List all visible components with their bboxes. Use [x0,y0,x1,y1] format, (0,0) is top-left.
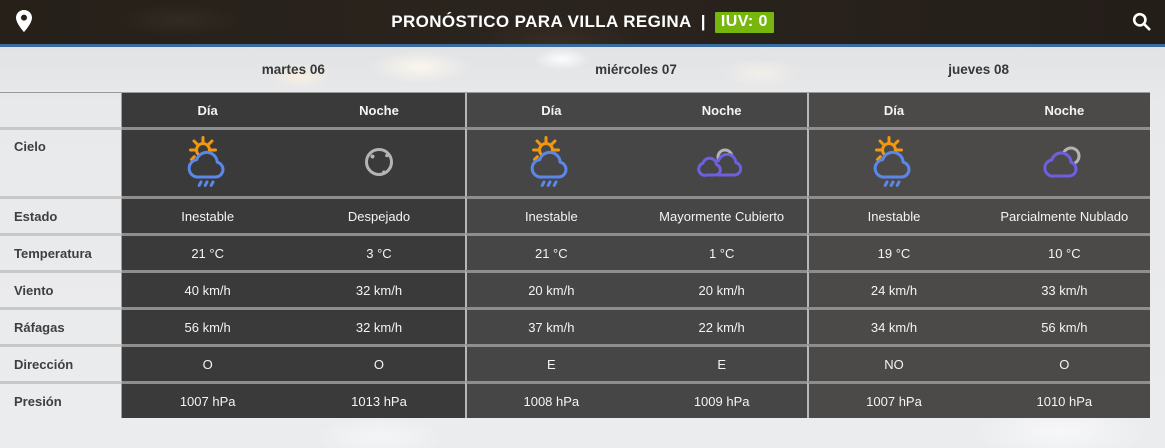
forecast-cell: 3 °C [293,233,465,270]
period-header: Día [122,93,294,127]
forecast-cell: O [293,344,465,381]
forecast-cell: 1013 hPa [293,381,465,418]
forecast-cell: 19 °C [807,233,979,270]
forecast-cell: Inestable [807,196,979,233]
forecast-cell: Mayormente Cubierto [635,196,808,233]
row-label: Estado [0,196,122,233]
forecast-cell: 56 km/h [978,307,1150,344]
row-label: Ráfagas [0,307,122,344]
forecast-cell: 20 km/h [464,270,636,307]
page-title-text: PRONÓSTICO PARA VILLA REGINA [391,12,692,31]
forecast-cell: 21 °C [464,233,636,270]
forecast-cell: Inestable [122,196,294,233]
period-header: Noche [635,93,808,127]
page-title: PRONÓSTICO PARA VILLA REGINA | IUV: 0 [391,11,774,33]
sky-icon-cell [807,127,979,196]
night-partly-cloudy-icon [1036,135,1092,191]
forecast-cell: Despejado [293,196,465,233]
row-label: Presión [0,381,122,418]
sky-icon-cell [293,127,465,196]
forecast-area: martes 06 miércoles 07 jueves 08 Día Noche D… [0,47,1165,448]
search-icon[interactable] [1132,12,1151,31]
forecast-cell: NO [807,344,979,381]
forecast-cell: 21 °C [122,233,294,270]
topbar: PRONÓSTICO PARA VILLA REGINA | IUV: 0 [0,0,1165,47]
forecast-cell: 20 km/h [635,270,808,307]
sky-icon-cell [635,127,808,196]
title-separator: | [700,12,706,31]
forecast-cell: 22 km/h [635,307,808,344]
forecast-cell: 1008 hPa [464,381,636,418]
sky-icon-cell [122,127,294,196]
sun-cloud-rain-icon [523,135,579,191]
forecast-table: Día Noche Día Noche Día Noche Cielo [0,93,1150,418]
uv-index-badge: IUV: 0 [714,11,774,33]
forecast-cell: O [978,344,1150,381]
day-header: jueves 08 [948,62,1010,77]
forecast-cell: 56 km/h [122,307,294,344]
forecast-cell: 1009 hPa [635,381,808,418]
forecast-cell: 1007 hPa [807,381,979,418]
row-label: Dirección [0,344,122,381]
forecast-cell: 32 km/h [293,270,465,307]
period-header: Día [464,93,636,127]
moon-clear-icon [351,135,407,191]
row-label: Viento [0,270,122,307]
night-mostly-cloudy-icon [694,135,750,191]
sky-icon-cell [464,127,636,196]
day-header: miércoles 07 [595,62,677,77]
forecast-cell: 40 km/h [122,270,294,307]
forecast-cell: E [464,344,636,381]
forecast-cell: 1007 hPa [122,381,294,418]
period-header: Día [807,93,979,127]
period-header: Noche [293,93,465,127]
row-label: Temperatura [0,233,122,270]
forecast-cell: 24 km/h [807,270,979,307]
period-header: Noche [978,93,1150,127]
row-label: Cielo [0,127,122,196]
sun-cloud-rain-icon [180,135,236,191]
day-header-row: martes 06 miércoles 07 jueves 08 [0,47,1150,93]
forecast-cell: 1010 hPa [978,381,1150,418]
forecast-cell: 1 °C [635,233,808,270]
location-pin-icon[interactable] [16,10,32,32]
day-header: martes 06 [261,62,325,77]
forecast-cell: O [122,344,294,381]
forecast-cell: 10 °C [978,233,1150,270]
forecast-cell: Inestable [464,196,636,233]
sky-icon-cell [978,127,1150,196]
forecast-cell: 32 km/h [293,307,465,344]
forecast-cell: 33 km/h [978,270,1150,307]
forecast-cell: Parcialmente Nublado [978,196,1150,233]
forecast-cell: E [635,344,808,381]
sun-cloud-rain-icon [866,135,922,191]
period-header-spacer [0,93,122,127]
forecast-cell: 34 km/h [807,307,979,344]
day-header-spacer [0,47,122,92]
forecast-cell: 37 km/h [464,307,636,344]
